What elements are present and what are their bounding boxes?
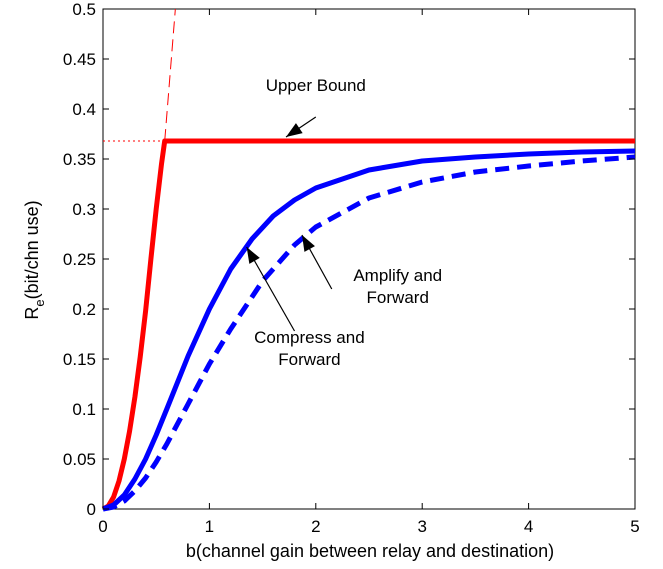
y-tick-label: 0 xyxy=(87,500,96,519)
y-tick-label: 0.5 xyxy=(72,0,96,19)
y-tick-label: 0.25 xyxy=(63,250,96,269)
annotation-text: Forward xyxy=(367,288,429,307)
annotation-arrow-head xyxy=(246,247,260,264)
annotation-0: Upper Bound xyxy=(266,76,366,138)
reference-lines xyxy=(103,8,176,142)
series-line-upper-bound xyxy=(101,138,635,512)
x-tick-label: 1 xyxy=(205,517,214,536)
annotation-arrow-head xyxy=(286,123,303,137)
annotation-arrow-line xyxy=(246,246,296,332)
ticks: 0 1 2 3 4 5 0 0.05 0.1 0.15 0.2 0.25 0.3 0.35 0.4 0.45 0… xyxy=(63,0,640,536)
y-tick-label: 0.35 xyxy=(63,150,96,169)
x-tick-label: 4 xyxy=(524,517,533,536)
y-tick-label: 0.4 xyxy=(72,100,96,119)
x-tick-label: 5 xyxy=(630,517,639,536)
reference-line-dashed xyxy=(164,8,176,142)
annotation-arrow-head xyxy=(301,235,315,252)
y-tick-label: 0.15 xyxy=(63,350,96,369)
annotation-text: Upper Bound xyxy=(266,76,366,95)
y-axis-label-sub: e xyxy=(32,299,47,306)
x-axis-label: b(channel gain between relay and destina… xyxy=(186,541,554,561)
annotation-text: Compress and xyxy=(254,328,365,347)
plot-frame xyxy=(102,8,636,510)
series-line-compress-and-forward xyxy=(102,148,636,512)
series-layer xyxy=(101,138,636,512)
y-tick-label: 0.2 xyxy=(72,300,96,319)
y-tick-label: 0.45 xyxy=(63,50,96,69)
y-tick-label: 0.05 xyxy=(63,450,96,469)
series-line-amplify-and-forward xyxy=(102,154,636,512)
x-tick-label: 3 xyxy=(417,517,426,536)
plot-area xyxy=(102,8,636,510)
x-tick-label: 0 xyxy=(98,517,107,536)
y-axis-label-main: R xyxy=(22,307,42,320)
annotation-2: Compress and Forward xyxy=(246,246,365,369)
annotation-1: Amplify and Forward xyxy=(301,234,442,307)
y-tick-label: 0.3 xyxy=(72,200,96,219)
y-tick-label: 0.1 xyxy=(72,400,96,419)
annotation-text: Forward xyxy=(278,350,340,369)
y-axis-label: Re(bit/chn use) xyxy=(22,200,47,319)
y-axis-label-rest: (bit/chn use) xyxy=(22,200,42,299)
x-tick-label: 2 xyxy=(311,517,320,536)
annotation-text: Amplify and xyxy=(353,266,442,285)
